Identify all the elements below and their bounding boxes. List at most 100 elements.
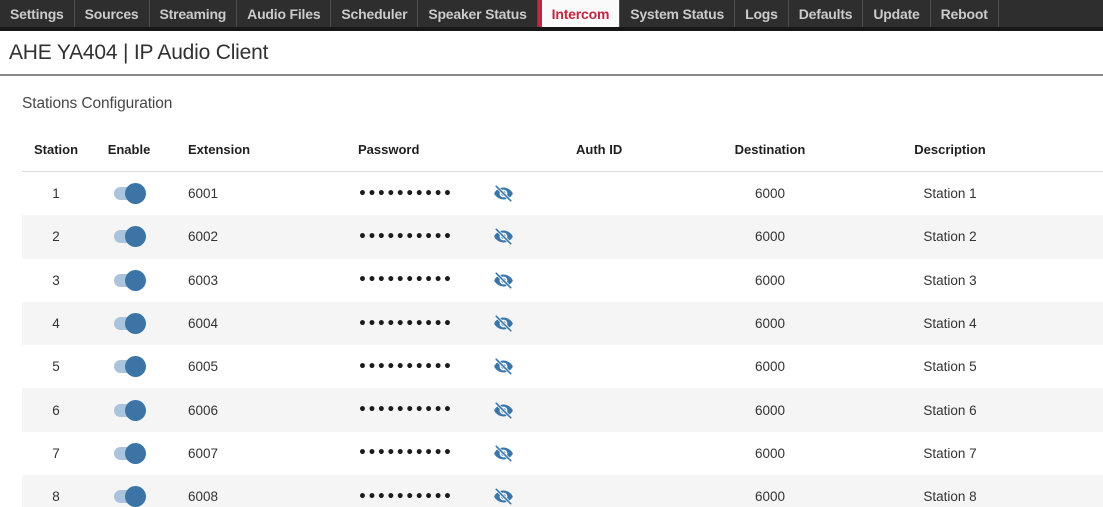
enable-toggle[interactable]	[114, 226, 146, 248]
description-value: Station 8	[923, 489, 977, 505]
eye-slash-icon	[493, 271, 513, 289]
password-field[interactable]: ••••••••••	[358, 402, 453, 419]
tab-speaker-status[interactable]: Speaker Status	[418, 0, 538, 27]
col-header-auth-id: Auth ID	[576, 141, 623, 157]
tab-system-status[interactable]: System Status	[620, 0, 736, 27]
station-number: 2	[52, 229, 60, 245]
destination-value: 6000	[754, 489, 786, 505]
table-row: 3 6003 •••••••••• 6000 Station 3	[22, 259, 1103, 302]
station-number: 8	[52, 489, 60, 505]
toggle-knob	[125, 313, 146, 335]
enable-cell	[90, 269, 168, 291]
eye-slash-icon	[493, 445, 513, 462]
toggle-knob	[125, 356, 146, 378]
destination-value: 6000	[754, 359, 786, 375]
extension-value[interactable]: 6003	[188, 272, 219, 288]
toggle-knob	[125, 269, 146, 291]
col-header-description: Description	[914, 141, 986, 157]
password-field[interactable]: ••••••••••	[358, 445, 453, 462]
station-number: 3	[52, 272, 60, 288]
destination-value: 6000	[754, 402, 786, 418]
tab-streaming[interactable]: Streaming	[150, 0, 238, 27]
tab-audio-files[interactable]: Audio Files	[237, 0, 332, 27]
enable-toggle[interactable]	[114, 442, 146, 464]
eye-slash-icon	[493, 315, 513, 332]
toggle-knob	[125, 486, 146, 507]
extension-value[interactable]: 6006	[188, 402, 219, 418]
col-header-enable: Enable	[107, 141, 151, 157]
destination-value: 6000	[754, 186, 786, 202]
toggle-knob	[125, 442, 146, 464]
station-number: 7	[52, 445, 60, 461]
description-value: Station 5	[923, 359, 977, 375]
destination-value: 6000	[754, 272, 786, 288]
enable-cell	[90, 399, 168, 421]
password-visibility-button[interactable]	[478, 445, 528, 462]
tab-settings[interactable]: Settings	[0, 0, 75, 27]
col-header-station: Station	[33, 141, 79, 157]
station-number: 6	[52, 402, 60, 418]
extension-value[interactable]: 6002	[188, 229, 219, 245]
password-visibility-button[interactable]	[478, 185, 528, 202]
description-value: Station 6	[923, 402, 977, 418]
destination-value: 6000	[754, 316, 786, 332]
password-field[interactable]: ••••••••••	[358, 228, 453, 245]
table-row: 1 6001 •••••••••• 6000 Station 1	[22, 172, 1103, 215]
password-visibility-button[interactable]	[478, 271, 528, 289]
password-visibility-button[interactable]	[478, 488, 528, 506]
enable-toggle[interactable]	[114, 183, 146, 205]
tab-logs[interactable]: Logs	[735, 0, 789, 27]
password-visibility-button[interactable]	[478, 315, 528, 332]
extension-value[interactable]: 6008	[188, 489, 219, 505]
stations-table: Station Enable Extension Password Auth I…	[22, 127, 1103, 507]
section-title: Stations Configuration	[22, 95, 173, 112]
enable-cell	[90, 486, 168, 507]
enable-toggle[interactable]	[114, 399, 146, 421]
description-value: Station 1	[923, 186, 977, 202]
col-header-destination: Destination	[734, 141, 806, 157]
enable-toggle[interactable]	[114, 486, 146, 507]
enable-toggle[interactable]	[114, 313, 146, 335]
station-number: 5	[52, 359, 60, 375]
description-value: Station 4	[923, 316, 977, 332]
password-visibility-button[interactable]	[478, 401, 528, 419]
tab-defaults[interactable]: Defaults	[789, 0, 864, 27]
extension-value[interactable]: 6005	[188, 359, 219, 375]
tab-intercom[interactable]: Intercom	[537, 0, 621, 27]
table-body: 1 6001 •••••••••• 6000 Station 1 2 6002 …	[22, 172, 1103, 507]
enable-cell	[90, 313, 168, 335]
page-title: AHE YA404 | IP Audio Client	[9, 41, 269, 64]
password-field[interactable]: ••••••••••	[358, 185, 453, 202]
password-visibility-button[interactable]	[478, 358, 528, 376]
toggle-knob	[125, 226, 146, 248]
description-value: Station 7	[923, 445, 977, 461]
extension-value[interactable]: 6004	[188, 316, 219, 332]
nav-bar: Settings Sources Streaming Audio Files Sched…	[0, 0, 1103, 31]
password-field[interactable]: ••••••••••	[358, 488, 453, 505]
col-header-extension: Extension	[188, 141, 251, 157]
table-row: 5 6005 •••••••••• 6000 Station 5	[22, 345, 1103, 388]
extension-value[interactable]: 6007	[188, 445, 219, 461]
tab-reboot[interactable]: Reboot	[931, 0, 999, 27]
tab-sources[interactable]: Sources	[75, 0, 150, 27]
password-field[interactable]: ••••••••••	[358, 315, 453, 332]
station-number: 1	[52, 186, 60, 202]
extension-value[interactable]: 6001	[188, 186, 219, 202]
col-header-password: Password	[358, 141, 420, 157]
station-number: 4	[52, 316, 60, 332]
title-bar: AHE YA404 | IP Audio Client	[0, 31, 1103, 76]
enable-cell	[90, 442, 168, 464]
password-field[interactable]: ••••••••••	[358, 272, 453, 289]
enable-cell	[90, 226, 168, 248]
table-row: 8 6008 •••••••••• 6000 Station 8	[22, 475, 1103, 507]
destination-value: 6000	[754, 445, 786, 461]
enable-toggle[interactable]	[114, 269, 146, 291]
table-row: 4 6004 •••••••••• 6000 Station 4	[22, 301, 1103, 346]
password-visibility-button[interactable]	[478, 228, 528, 246]
toggle-knob	[125, 183, 146, 205]
tab-scheduler[interactable]: Scheduler	[331, 0, 419, 27]
enable-toggle[interactable]	[114, 356, 146, 378]
table-row: 7 6007 •••••••••• 6000 Station 7	[22, 432, 1103, 475]
password-field[interactable]: ••••••••••	[358, 358, 453, 375]
tab-update[interactable]: Update	[863, 0, 931, 27]
